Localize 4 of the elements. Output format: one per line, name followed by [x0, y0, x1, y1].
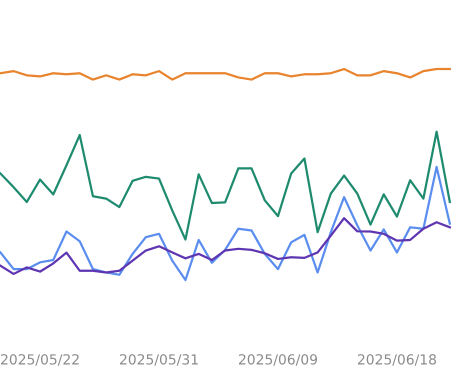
x-tick-label: 2025/05/22	[1, 354, 79, 366]
x-tick-label: 2025/06/18	[358, 354, 436, 366]
x-tick-label: 2025/06/09	[238, 354, 318, 366]
x-tick-label: 2025/05/31	[120, 354, 198, 366]
